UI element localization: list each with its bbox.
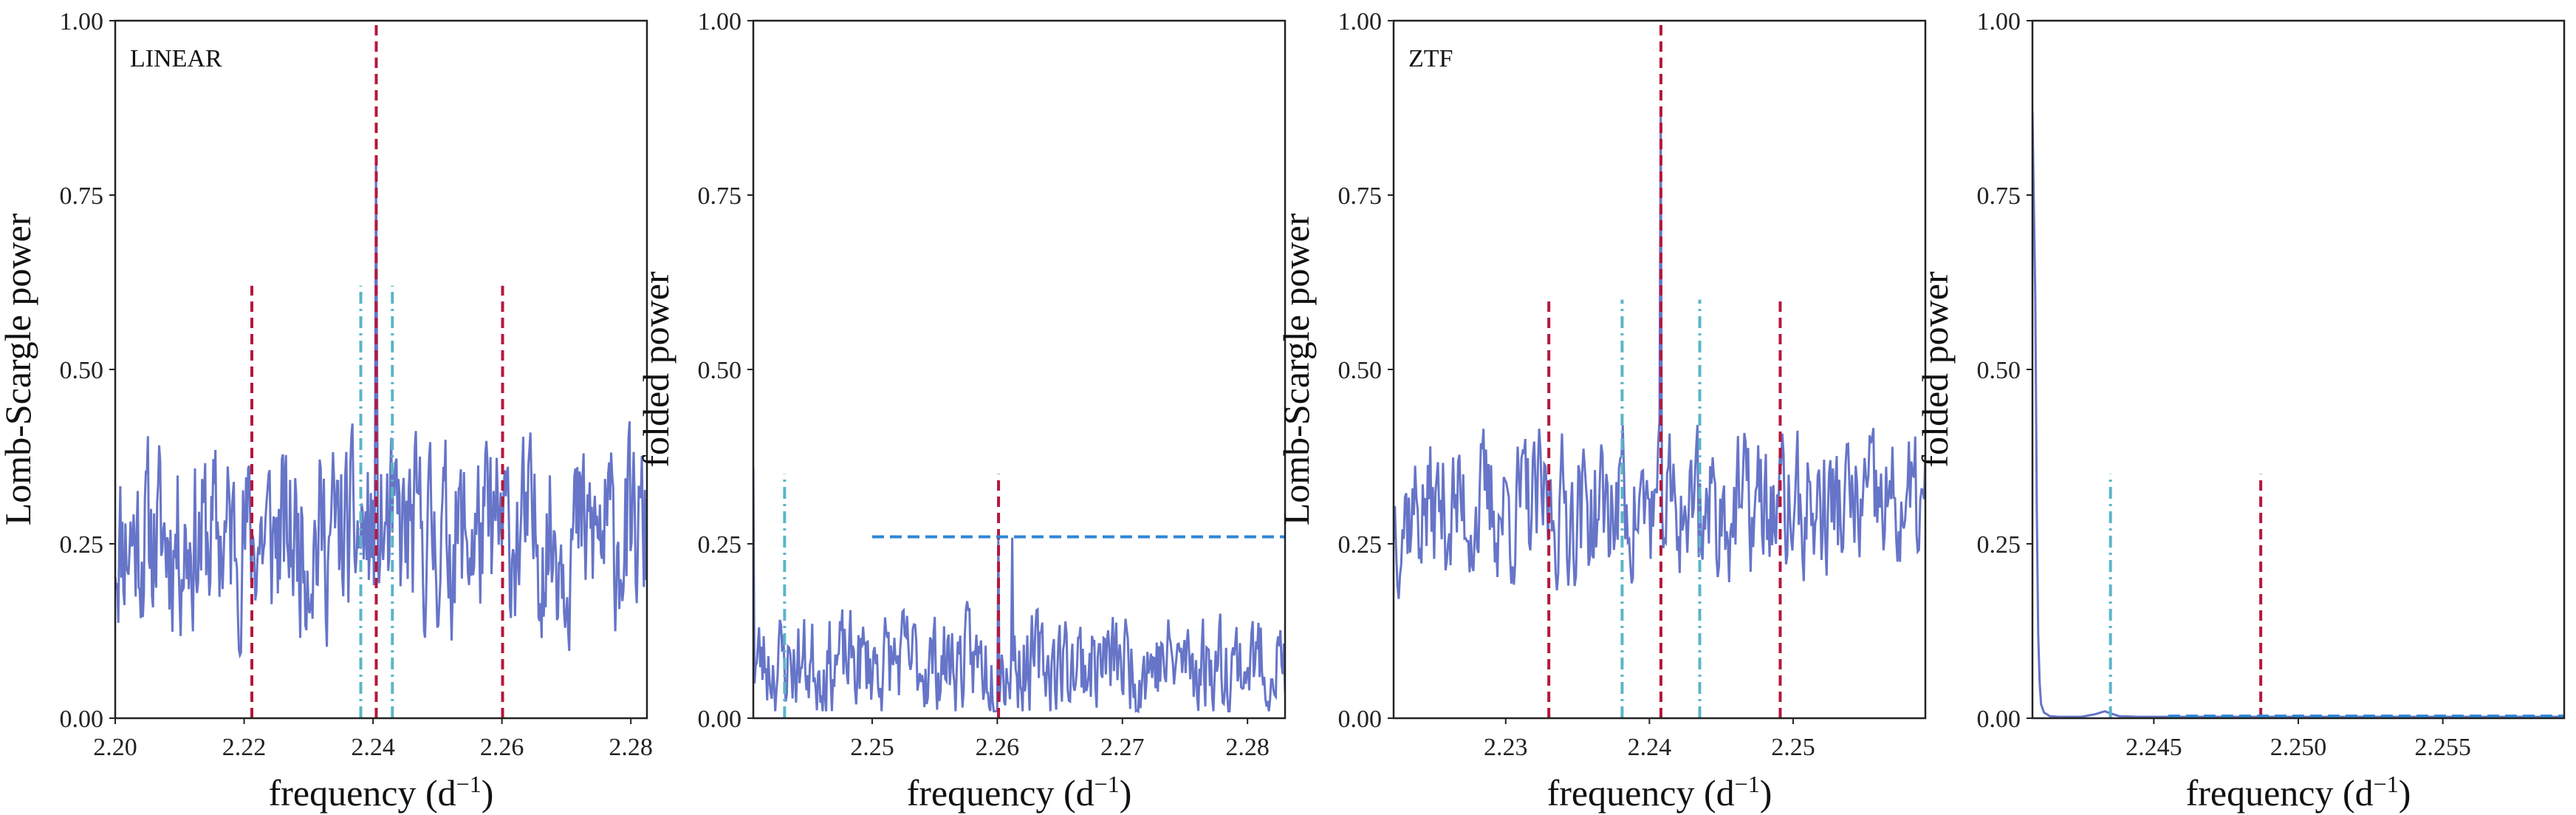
x-tick-label: 2.22	[222, 734, 267, 761]
panel-2: 0.00 0.25 0.50 0.75 1.00 2.25 2.26 2.27 2.28 freq…	[635, 8, 1287, 814]
y-tick-label: 0.25	[698, 531, 742, 559]
y-tick-label: 0.75	[698, 183, 742, 210]
series-line	[753, 467, 1285, 714]
y-tick-label: 1.00	[698, 8, 742, 35]
y-tick-label: 1.00	[1977, 8, 2021, 35]
x-tick-label: 2.250	[2270, 734, 2327, 761]
y-axis-label: Lomb-Scargle power	[1275, 213, 1317, 525]
y-tick-label: 0.00	[1338, 706, 1383, 733]
series-line	[115, 162, 647, 659]
x-tick-label: 2.26	[480, 734, 524, 761]
x-tick-label: 2.255	[2414, 734, 2471, 761]
y-tick-label: 0.25	[60, 531, 104, 559]
y-tick-label: 0.25	[1338, 531, 1383, 559]
y-tick-label: 0.75	[60, 183, 104, 210]
panel-label: LINEAR	[130, 45, 222, 72]
x-tick-label: 2.245	[2125, 734, 2182, 761]
y-tick-label: 0.50	[60, 357, 104, 384]
x-tick-label: 2.26	[976, 734, 1020, 761]
x-tick-label: 2.27	[1100, 734, 1145, 761]
plot-frame	[752, 19, 1287, 720]
x-tick-label: 2.25	[1771, 734, 1815, 761]
x-tick-label: 2.25	[850, 734, 894, 761]
y-tick-label: 0.25	[1977, 531, 2021, 559]
x-axis-label: frequency (d−1)	[2186, 771, 2411, 814]
x-tick-label: 2.28	[1225, 734, 1270, 761]
panel-label: ZTF	[1408, 45, 1453, 72]
y-tick-label: 0.50	[1977, 357, 2021, 384]
panel-3: 0.00 0.25 0.50 0.75 1.00 2.23 2.24 2.25 frequenc…	[1275, 8, 1927, 814]
y-tick-label: 0.50	[1338, 357, 1383, 384]
x-tick-label: 2.28	[609, 734, 653, 761]
y-axis-label: folded power	[635, 271, 676, 468]
plot-frame	[2031, 19, 2566, 720]
y-axis-label: folded power	[1914, 271, 1956, 468]
x-axis-label: frequency (d−1)	[907, 771, 1132, 814]
y-tick-label: 1.00	[1338, 8, 1383, 35]
x-axis-label: frequency (d−1)	[1547, 771, 1772, 814]
y-tick-label: 0.00	[60, 706, 104, 733]
x-tick-label: 2.23	[1484, 734, 1528, 761]
y-axis-label: Lomb-Scargle power	[0, 213, 38, 525]
x-tick-label: 2.24	[1628, 734, 1672, 761]
y-tick-label: 0.00	[1977, 706, 2021, 733]
y-tick-label: 0.75	[1977, 183, 2021, 210]
panel-4: 0.00 0.25 0.50 0.75 1.00 2.245 2.250 2.255frequ…	[1914, 8, 2566, 814]
y-tick-label: 0.75	[1338, 183, 1383, 210]
x-tick-label: 2.20	[93, 734, 137, 761]
y-tick-label: 0.00	[698, 706, 742, 733]
y-tick-label: 1.00	[60, 8, 104, 35]
y-tick-label: 0.50	[698, 357, 742, 384]
panel-1: 0.00 0.25 0.50 0.75 1.00 2.20 2.22 2.24 2.26 2.28…	[0, 8, 653, 814]
x-axis-label: frequency (d−1)	[269, 771, 494, 814]
series-line	[2032, 111, 2564, 718]
x-tick-label: 2.24	[351, 734, 395, 761]
